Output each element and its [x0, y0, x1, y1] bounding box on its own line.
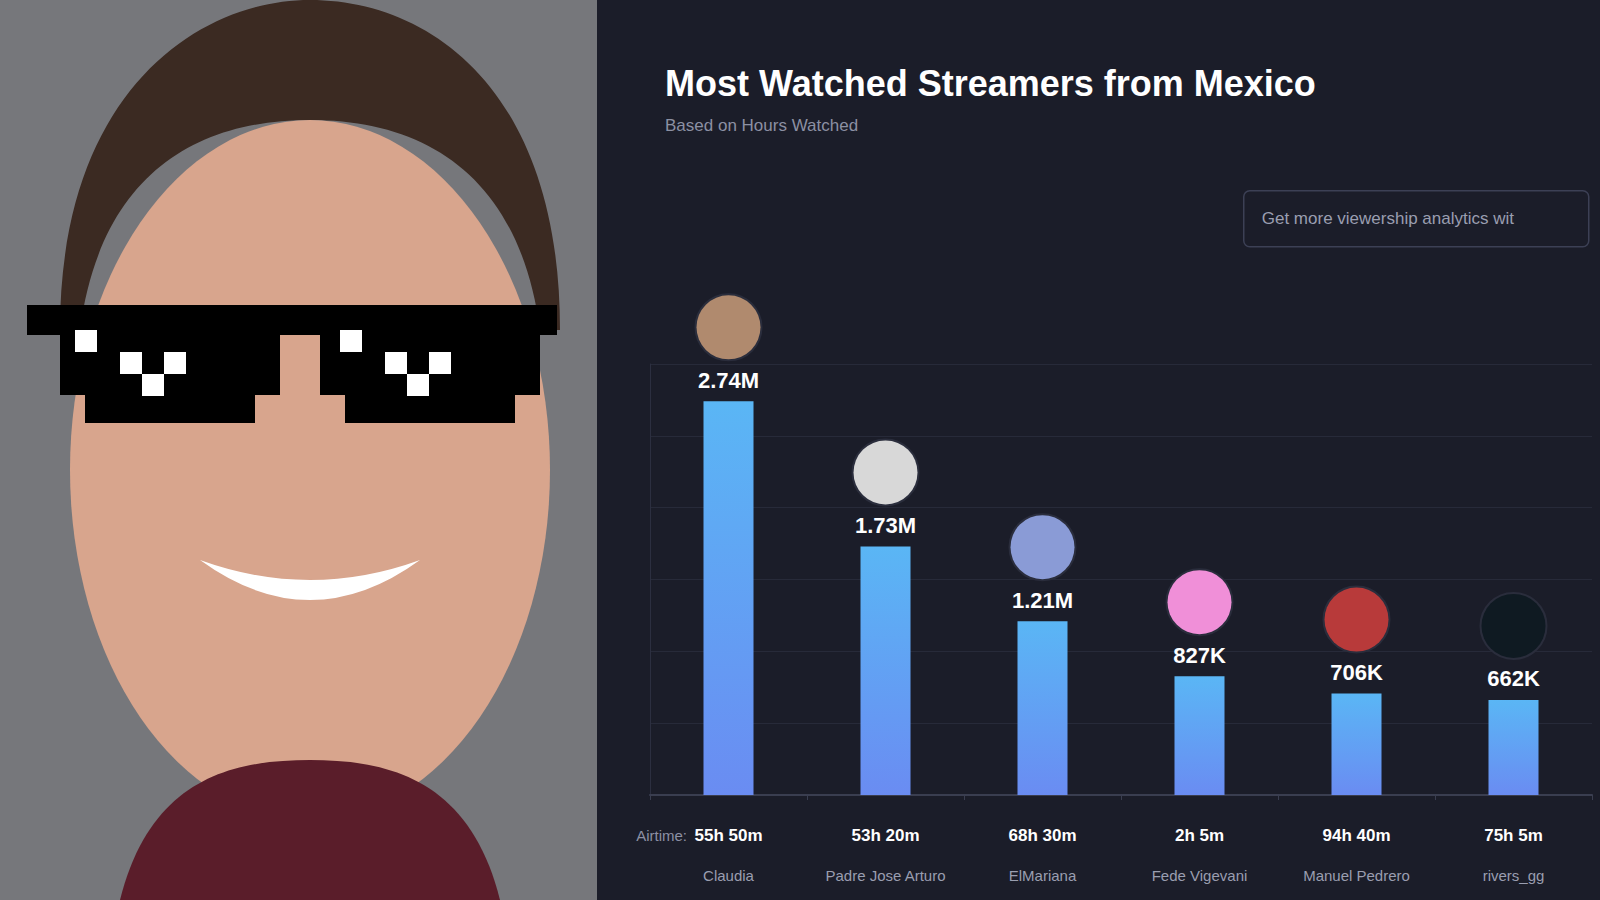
svg-text:706K: 706K — [1330, 660, 1383, 685]
svg-text:2.74M: 2.74M — [698, 368, 759, 393]
svg-text:Get more viewership analytics: Get more viewership analytics wit — [1262, 209, 1515, 228]
svg-text:68h 30m: 68h 30m — [1008, 826, 1076, 845]
svg-text:Manuel Pedrero: Manuel Pedrero — [1303, 867, 1410, 884]
svg-text:1.21M: 1.21M — [1012, 588, 1073, 613]
svg-text:55h 50m: 55h 50m — [694, 826, 762, 845]
svg-text:Claudia: Claudia — [703, 867, 755, 884]
svg-text:827K: 827K — [1173, 643, 1226, 668]
svg-text:53h 20m: 53h 20m — [851, 826, 919, 845]
svg-text:1.73M: 1.73M — [855, 513, 916, 538]
svg-text:Most Watched Streamers from Me: Most Watched Streamers from Mexico — [665, 63, 1316, 104]
svg-text:2h 5m: 2h 5m — [1175, 826, 1224, 845]
svg-text:ElMariana: ElMariana — [1009, 867, 1077, 884]
svg-text:75h 5m: 75h 5m — [1484, 826, 1543, 845]
svg-text:Airtime:: Airtime: — [636, 827, 687, 844]
svg-text:Based on Hours Watched: Based on Hours Watched — [665, 116, 858, 135]
svg-text:rivers_gg: rivers_gg — [1483, 867, 1545, 884]
svg-text:662K: 662K — [1487, 666, 1540, 691]
svg-text:94h 40m: 94h 40m — [1322, 826, 1390, 845]
svg-text:Fede Vigevani: Fede Vigevani — [1152, 867, 1248, 884]
svg-text:Padre Jose Arturo: Padre Jose Arturo — [825, 867, 945, 884]
